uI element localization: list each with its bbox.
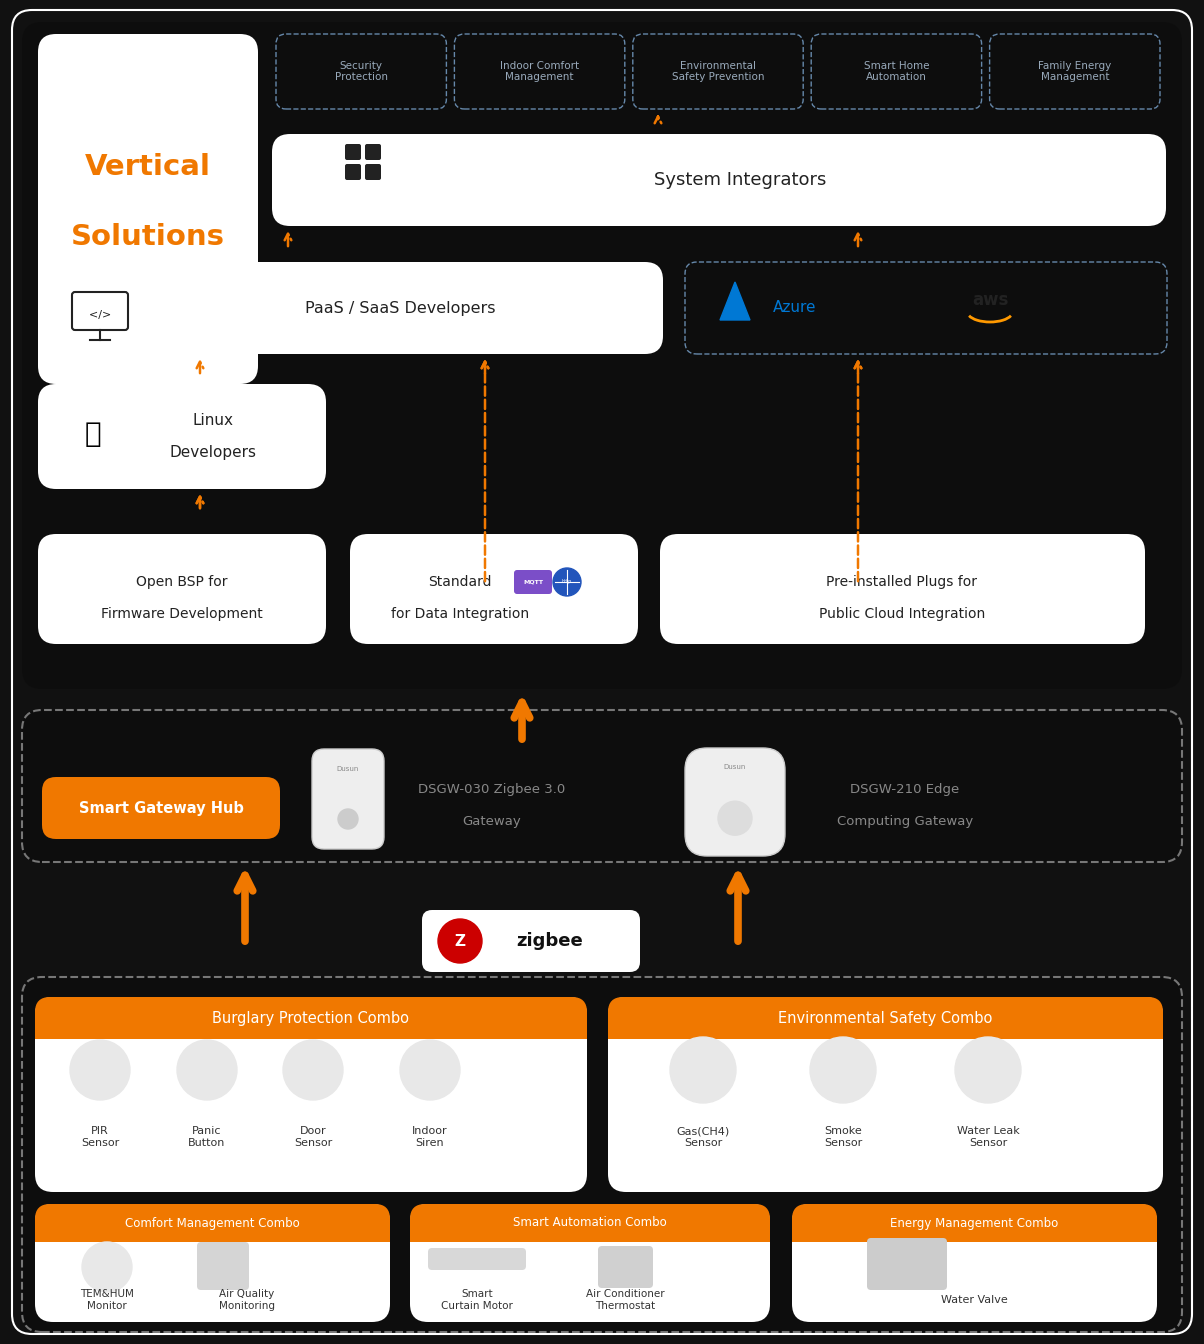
FancyBboxPatch shape: [608, 1017, 1163, 1039]
FancyBboxPatch shape: [427, 1249, 526, 1270]
Text: Public Cloud Integration: Public Cloud Integration: [819, 607, 985, 621]
FancyBboxPatch shape: [411, 1222, 771, 1242]
Text: for Data Integration: for Data Integration: [391, 607, 529, 621]
Text: System Integrators: System Integrators: [654, 171, 826, 190]
Text: Linux: Linux: [193, 413, 234, 429]
Text: Indoor
Siren: Indoor Siren: [412, 1126, 448, 1148]
Text: Air Conditioner
Thermostat: Air Conditioner Thermostat: [585, 1289, 665, 1310]
Text: Environmental Safety Combo: Environmental Safety Combo: [778, 1011, 992, 1025]
Text: Vertical: Vertical: [85, 153, 211, 181]
FancyBboxPatch shape: [365, 164, 380, 180]
FancyBboxPatch shape: [792, 1222, 1157, 1242]
FancyBboxPatch shape: [608, 997, 1163, 1039]
Text: Developers: Developers: [170, 445, 256, 460]
Text: Gas(CH4)
Sensor: Gas(CH4) Sensor: [677, 1126, 730, 1148]
Circle shape: [70, 1040, 130, 1099]
FancyBboxPatch shape: [792, 1204, 1157, 1242]
Text: Azure: Azure: [773, 301, 816, 316]
FancyBboxPatch shape: [685, 749, 785, 856]
FancyBboxPatch shape: [35, 997, 588, 1192]
Text: zigbee: zigbee: [517, 931, 584, 950]
FancyBboxPatch shape: [421, 910, 641, 972]
Circle shape: [400, 1040, 460, 1099]
FancyBboxPatch shape: [867, 1238, 948, 1290]
Text: Smart
Curtain Motor: Smart Curtain Motor: [441, 1289, 513, 1310]
Circle shape: [810, 1038, 877, 1103]
Text: DSGW-030 Zigbee 3.0: DSGW-030 Zigbee 3.0: [418, 782, 566, 796]
Text: Pre-installed Plugs for: Pre-installed Plugs for: [826, 575, 978, 589]
Text: Environmental
Safety Prevention: Environmental Safety Prevention: [672, 60, 765, 82]
FancyBboxPatch shape: [35, 1017, 588, 1039]
FancyBboxPatch shape: [272, 134, 1165, 226]
FancyBboxPatch shape: [22, 22, 1182, 689]
Circle shape: [438, 919, 482, 964]
FancyBboxPatch shape: [608, 997, 1163, 1192]
Text: Dusun: Dusun: [724, 765, 746, 770]
FancyBboxPatch shape: [792, 1204, 1157, 1322]
Text: Security
Protection: Security Protection: [335, 60, 388, 82]
Text: Gateway: Gateway: [462, 816, 521, 828]
Text: Air Quality
Monitoring: Air Quality Monitoring: [219, 1289, 275, 1310]
Circle shape: [177, 1040, 237, 1099]
Text: DSGW-210 Edge: DSGW-210 Edge: [850, 782, 960, 796]
Text: http: http: [562, 579, 572, 585]
Circle shape: [718, 801, 752, 835]
Text: Smart Gateway Hub: Smart Gateway Hub: [78, 801, 243, 816]
Circle shape: [955, 1038, 1021, 1103]
FancyBboxPatch shape: [39, 34, 258, 384]
FancyBboxPatch shape: [660, 534, 1145, 644]
Text: Solutions: Solutions: [71, 223, 225, 251]
FancyBboxPatch shape: [411, 1204, 771, 1242]
Text: aws: aws: [972, 292, 1008, 309]
FancyBboxPatch shape: [514, 570, 551, 594]
FancyBboxPatch shape: [22, 977, 1182, 1332]
FancyBboxPatch shape: [346, 164, 361, 180]
Text: Water Valve: Water Valve: [940, 1296, 1008, 1305]
FancyBboxPatch shape: [598, 1246, 653, 1288]
Text: Smoke
Sensor: Smoke Sensor: [824, 1126, 862, 1148]
Text: Z: Z: [454, 934, 466, 949]
FancyBboxPatch shape: [365, 144, 380, 160]
Text: PaaS / SaaS Developers: PaaS / SaaS Developers: [306, 301, 496, 316]
FancyBboxPatch shape: [312, 749, 384, 849]
Text: Indoor Comfort
Management: Indoor Comfort Management: [500, 60, 579, 82]
Text: Computing Gateway: Computing Gateway: [837, 816, 973, 828]
Text: Panic
Button: Panic Button: [188, 1126, 225, 1148]
FancyBboxPatch shape: [42, 777, 281, 839]
FancyBboxPatch shape: [346, 144, 361, 160]
Circle shape: [338, 809, 358, 829]
Circle shape: [669, 1038, 736, 1103]
Circle shape: [553, 569, 582, 595]
Text: Burglary Protection Combo: Burglary Protection Combo: [212, 1011, 409, 1025]
FancyBboxPatch shape: [39, 384, 326, 489]
Text: Family Energy
Management: Family Energy Management: [1038, 60, 1111, 82]
Text: Dusun: Dusun: [337, 766, 359, 771]
Text: 🐧: 🐧: [84, 421, 101, 449]
FancyBboxPatch shape: [35, 1204, 390, 1242]
FancyBboxPatch shape: [22, 710, 1182, 862]
Text: PIR
Sensor: PIR Sensor: [81, 1126, 119, 1148]
Text: Smart Home
Automation: Smart Home Automation: [863, 60, 929, 82]
FancyBboxPatch shape: [39, 262, 663, 353]
Text: Open BSP for: Open BSP for: [136, 575, 228, 589]
FancyBboxPatch shape: [350, 534, 638, 644]
Text: TEM&HUM
Monitor: TEM&HUM Monitor: [79, 1289, 134, 1310]
Text: Firmware Development: Firmware Development: [101, 607, 262, 621]
Text: MQTT: MQTT: [523, 579, 543, 585]
Text: Water Leak
Sensor: Water Leak Sensor: [957, 1126, 1020, 1148]
Text: Energy Management Combo: Energy Management Combo: [891, 1216, 1058, 1230]
Circle shape: [283, 1040, 343, 1099]
FancyBboxPatch shape: [411, 1204, 771, 1322]
FancyBboxPatch shape: [39, 534, 326, 644]
Text: Comfort Management Combo: Comfort Management Combo: [125, 1216, 300, 1230]
Text: Door
Sensor: Door Sensor: [294, 1126, 332, 1148]
Circle shape: [82, 1242, 132, 1292]
FancyBboxPatch shape: [35, 997, 588, 1039]
FancyBboxPatch shape: [35, 1222, 390, 1242]
FancyBboxPatch shape: [197, 1242, 249, 1290]
Text: Standard: Standard: [429, 575, 491, 589]
Text: </​>: </​>: [89, 310, 111, 320]
Text: Smart Automation Combo: Smart Automation Combo: [513, 1216, 667, 1230]
FancyBboxPatch shape: [35, 1204, 390, 1322]
Polygon shape: [720, 282, 750, 320]
